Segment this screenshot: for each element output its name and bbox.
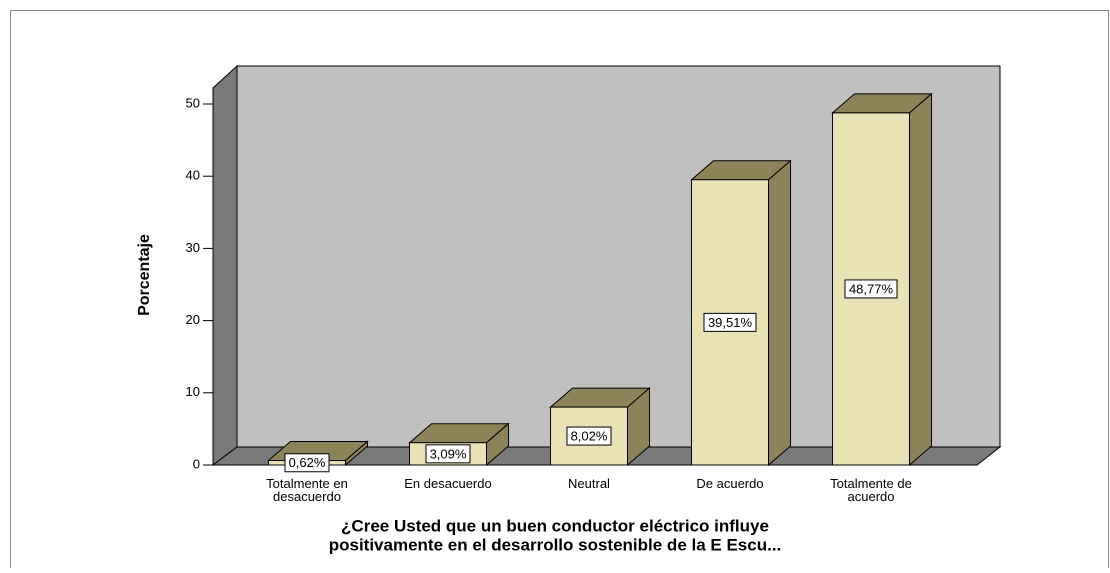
value-label: 3,09% [430, 446, 467, 461]
value-label: 0,62% [289, 455, 326, 470]
x-tick-label: Totalmente de acuerdo [830, 476, 912, 504]
value-label-box [425, 444, 471, 464]
x-tick-label-line: En desacuerdo [404, 476, 491, 491]
x-tick-label: Totalmente en desacuerdo [266, 476, 348, 504]
value-label-box [566, 426, 612, 446]
value-label-box [844, 279, 898, 299]
x-tick-label: En desacuerdo [404, 476, 491, 491]
y-axis-label: Porcentaje [136, 234, 153, 316]
value-label: 48,77% [849, 281, 894, 296]
x-tick-label-line: desacuerdo [273, 489, 341, 504]
y-tick-label: 20 [186, 312, 200, 327]
y-tick-label: 30 [186, 240, 200, 255]
y-tick-label: 50 [186, 95, 200, 110]
value-label: 39,51% [708, 315, 753, 330]
bar-side [768, 159, 791, 467]
y-tick-label: 0 [193, 456, 200, 471]
x-axis-label: positivamente en el desarrollo sostenibl… [329, 535, 782, 554]
bar-side [909, 92, 932, 467]
x-tick-label-line: acuerdo [848, 489, 895, 504]
value-label-box [703, 312, 757, 332]
x-tick-label-line: De acuerdo [696, 476, 763, 491]
y-tick-label: 40 [186, 168, 200, 183]
x-axis-label: ¿Cree Usted que un buen conductor eléctr… [341, 516, 769, 535]
x-tick-label-line: Totalmente de [830, 476, 912, 491]
x-tick-label: Neutral [568, 476, 610, 491]
value-label-box [284, 453, 330, 473]
x-tick-label-line: Totalmente en [266, 476, 348, 491]
y-tick-label: 10 [186, 384, 200, 399]
side-wall [212, 64, 238, 466]
value-label: 8,02% [571, 428, 608, 443]
x-tick-label: De acuerdo [696, 476, 763, 491]
x-tick-label-line: Neutral [568, 476, 610, 491]
